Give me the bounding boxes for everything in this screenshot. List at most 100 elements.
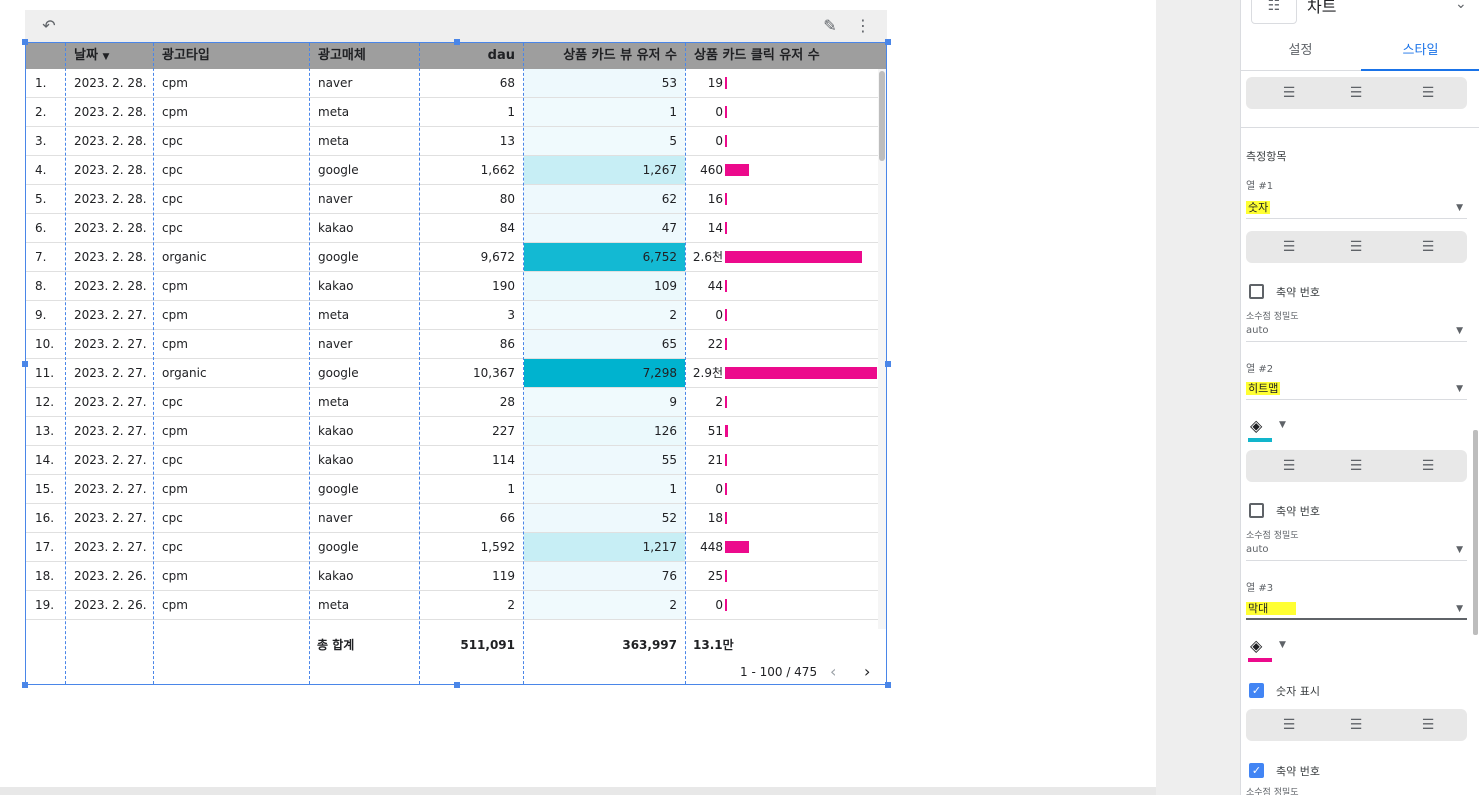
align-right-icon[interactable]: ☰ bbox=[1421, 85, 1435, 101]
align-left-icon[interactable]: ☰ bbox=[1282, 239, 1296, 255]
column-3-compact-checkbox[interactable]: ✓ bbox=[1249, 763, 1264, 778]
more-vert-icon[interactable]: ⋮ bbox=[855, 16, 871, 35]
header-date[interactable]: 날짜 ▼ bbox=[74, 48, 110, 63]
column-1-type-select[interactable]: 숫자 ▼ bbox=[1246, 197, 1467, 219]
table-row[interactable]: 19. 2023. 2. 26. cpm meta 2 2 0 bbox=[26, 591, 878, 620]
align-right-icon[interactable]: ☰ bbox=[1421, 717, 1435, 733]
header-card-click[interactable]: 상품 카드 클릭 유저 수 bbox=[694, 48, 820, 63]
table-row[interactable]: 9. 2023. 2. 27. cpm meta 3 2 0 bbox=[26, 301, 878, 330]
header-ad-type[interactable]: 광고타입 bbox=[162, 48, 210, 63]
chevron-left-icon[interactable]: ‹ bbox=[830, 662, 837, 681]
resize-handle[interactable] bbox=[22, 682, 28, 688]
cell-card-click: 22 bbox=[707, 337, 723, 351]
table-row[interactable]: 10. 2023. 2. 27. cpm naver 86 65 22 bbox=[26, 330, 878, 359]
cell-ad-type: cpc bbox=[162, 395, 183, 409]
align-right-icon[interactable]: ☰ bbox=[1421, 458, 1435, 474]
cell-ad-media: naver bbox=[318, 337, 353, 351]
header-card-view[interactable]: 상품 카드 뷰 유저 수 bbox=[563, 48, 677, 63]
header-ad-media[interactable]: 광고매체 bbox=[318, 48, 366, 63]
column-3-type-select[interactable]: 막대 ▼ bbox=[1246, 598, 1467, 620]
column-3-fill-color[interactable]: ◈ ▼ bbox=[1246, 636, 1286, 662]
row-index: 14. bbox=[35, 453, 55, 467]
cell-card-click: 21 bbox=[707, 453, 723, 467]
row-index: 6. bbox=[35, 221, 47, 235]
resize-handle[interactable] bbox=[22, 39, 28, 45]
column-1-precision-select[interactable]: auto ▼ bbox=[1246, 320, 1467, 342]
align-right-icon[interactable]: ☰ bbox=[1421, 239, 1435, 255]
cell-ad-media: kakao bbox=[318, 569, 354, 583]
table-row[interactable]: 8. 2023. 2. 28. cpm kakao 190 109 44 bbox=[26, 272, 878, 301]
undo-icon[interactable]: ↶ bbox=[42, 16, 56, 35]
divider bbox=[1241, 127, 1479, 128]
cell-ad-media: kakao bbox=[318, 453, 354, 467]
cell-card-click: 448 bbox=[700, 540, 723, 554]
column-2-precision-select[interactable]: auto ▼ bbox=[1246, 539, 1467, 561]
table-row[interactable]: 15. 2023. 2. 27. cpm google 1 1 0 bbox=[26, 475, 878, 504]
pencil-icon[interactable]: ✎ bbox=[823, 16, 837, 35]
tab-style[interactable]: 스타일 bbox=[1361, 36, 1479, 71]
align-center-icon[interactable]: ☰ bbox=[1349, 717, 1363, 733]
table-row[interactable]: 12. 2023. 2. 27. cpc meta 28 9 2 bbox=[26, 388, 878, 417]
align-left-icon[interactable]: ☰ bbox=[1282, 717, 1296, 733]
resize-handle[interactable] bbox=[454, 39, 460, 45]
cell-ad-media: google bbox=[318, 482, 359, 496]
click-bar bbox=[725, 541, 749, 553]
cell-date: 2023. 2. 28. bbox=[74, 134, 147, 148]
table-row[interactable]: 5. 2023. 2. 28. cpc naver 80 62 16 bbox=[26, 185, 878, 214]
align-left-icon[interactable]: ☰ bbox=[1282, 85, 1296, 101]
table-row[interactable]: 13. 2023. 2. 27. cpm kakao 227 126 51 bbox=[26, 417, 878, 446]
table-row[interactable]: 18. 2023. 2. 26. cpm kakao 119 76 25 bbox=[26, 562, 878, 591]
table-row[interactable]: 4. 2023. 2. 28. cpc google 1,662 1,267 460 bbox=[26, 156, 878, 185]
column-2-compact-checkbox[interactable] bbox=[1249, 503, 1264, 518]
resize-handle[interactable] bbox=[454, 682, 460, 688]
cell-card-view: 47 bbox=[661, 221, 677, 235]
table-row[interactable]: 7. 2023. 2. 28. organic google 9,672 6,752 2.6… bbox=[26, 243, 878, 272]
column-3-show-number-checkbox[interactable]: ✓ bbox=[1249, 683, 1264, 698]
sort-desc-icon[interactable]: ▼ bbox=[102, 52, 110, 62]
scrollbar-thumb[interactable] bbox=[879, 71, 885, 161]
resize-handle[interactable] bbox=[885, 39, 891, 45]
table-scrollbar[interactable] bbox=[878, 69, 886, 629]
cell-ad-media: meta bbox=[318, 134, 350, 148]
table-row[interactable]: 11. 2023. 2. 27. organic google 10,367 7,298 2… bbox=[26, 359, 878, 388]
heatmap-cell-bg bbox=[524, 562, 685, 590]
column-2-precision-label: 소수점 정밀도 bbox=[1246, 531, 1299, 541]
column-2-type-select[interactable]: 히트맵 ▼ bbox=[1246, 378, 1467, 400]
row-index: 3. bbox=[35, 134, 47, 148]
align-center-icon[interactable]: ☰ bbox=[1349, 239, 1363, 255]
cell-date: 2023. 2. 27. bbox=[74, 424, 147, 438]
table-row[interactable]: 16. 2023. 2. 27. cpc naver 66 52 18 bbox=[26, 504, 878, 533]
cell-card-view: 62 bbox=[661, 192, 677, 206]
cell-ad-type: cpc bbox=[162, 134, 183, 148]
cell-dau: 28 bbox=[499, 395, 515, 409]
header-dau[interactable]: dau bbox=[487, 48, 515, 63]
table-row[interactable]: 3. 2023. 2. 28. cpc meta 13 5 0 bbox=[26, 127, 878, 156]
align-left-icon[interactable]: ☰ bbox=[1282, 458, 1296, 474]
row-index: 5. bbox=[35, 192, 47, 206]
align-center-icon[interactable]: ☰ bbox=[1349, 85, 1363, 101]
align-center-icon[interactable]: ☰ bbox=[1349, 458, 1363, 474]
column-2-fill-color[interactable]: ◈ ▼ bbox=[1246, 416, 1286, 442]
resize-handle[interactable] bbox=[885, 682, 891, 688]
chevron-down-icon[interactable]: ⌄ bbox=[1455, 0, 1467, 12]
tab-settings[interactable]: 설정 bbox=[1288, 43, 1313, 58]
resize-handle[interactable] bbox=[885, 361, 891, 367]
chevron-right-icon[interactable]: › bbox=[864, 662, 871, 681]
click-bar bbox=[725, 483, 727, 495]
align-group: ☰ ☰ ☰ bbox=[1246, 450, 1467, 482]
resize-handle[interactable] bbox=[22, 361, 28, 367]
panel-scrollbar[interactable] bbox=[1473, 430, 1478, 635]
panel-title: 차트 bbox=[1307, 0, 1337, 16]
heatmap-cell-bg bbox=[524, 69, 685, 97]
table-row[interactable]: 14. 2023. 2. 27. cpc kakao 114 55 21 bbox=[26, 446, 878, 475]
cell-dau: 66 bbox=[499, 511, 515, 525]
table-row[interactable]: 17. 2023. 2. 27. cpc google 1,592 1,217 448 bbox=[26, 533, 878, 562]
cell-card-view: 7,298 bbox=[642, 366, 677, 380]
cell-dau: 119 bbox=[492, 569, 515, 583]
table-row[interactable]: 2. 2023. 2. 28. cpm meta 1 1 0 bbox=[26, 98, 878, 127]
cell-date: 2023. 2. 27. bbox=[74, 540, 147, 554]
column-1-compact-checkbox[interactable] bbox=[1249, 284, 1264, 299]
cell-ad-type: cpm bbox=[162, 569, 188, 583]
table-row[interactable]: 1. 2023. 2. 28. cpm naver 68 53 19 bbox=[26, 69, 878, 98]
table-row[interactable]: 6. 2023. 2. 28. cpc kakao 84 47 14 bbox=[26, 214, 878, 243]
